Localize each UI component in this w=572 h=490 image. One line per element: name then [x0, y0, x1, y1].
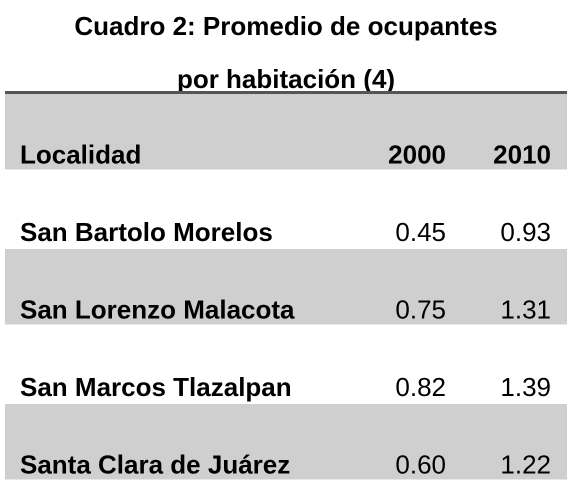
title-line: Cuadro 2: Promedio de ocupantes — [74, 11, 497, 41]
header-cell: Localidad — [20, 140, 141, 170]
header-cell: 2000 — [388, 140, 446, 170]
cell: 1.31 — [500, 295, 551, 325]
cell: 0.82 — [395, 372, 446, 402]
cell: Santa Clara de Juárez — [20, 450, 290, 480]
cell: San Bartolo Morelos — [20, 217, 273, 247]
title-line: por habitación (4) — [177, 64, 395, 94]
header-cell: 2010 — [493, 140, 551, 170]
row-band — [5, 404, 567, 480]
cell: San Marcos Tlazalpan — [20, 372, 292, 402]
cell: 1.22 — [500, 450, 551, 480]
cell: 0.93 — [500, 217, 551, 247]
cell: 0.45 — [395, 217, 446, 247]
cell: San Lorenzo Malacota — [20, 295, 295, 325]
cell: 0.60 — [395, 450, 446, 480]
cell: 0.75 — [395, 295, 446, 325]
row-band — [5, 94, 567, 170]
row-band — [5, 249, 567, 325]
cell: 1.39 — [500, 372, 551, 402]
top-rule — [5, 91, 567, 94]
